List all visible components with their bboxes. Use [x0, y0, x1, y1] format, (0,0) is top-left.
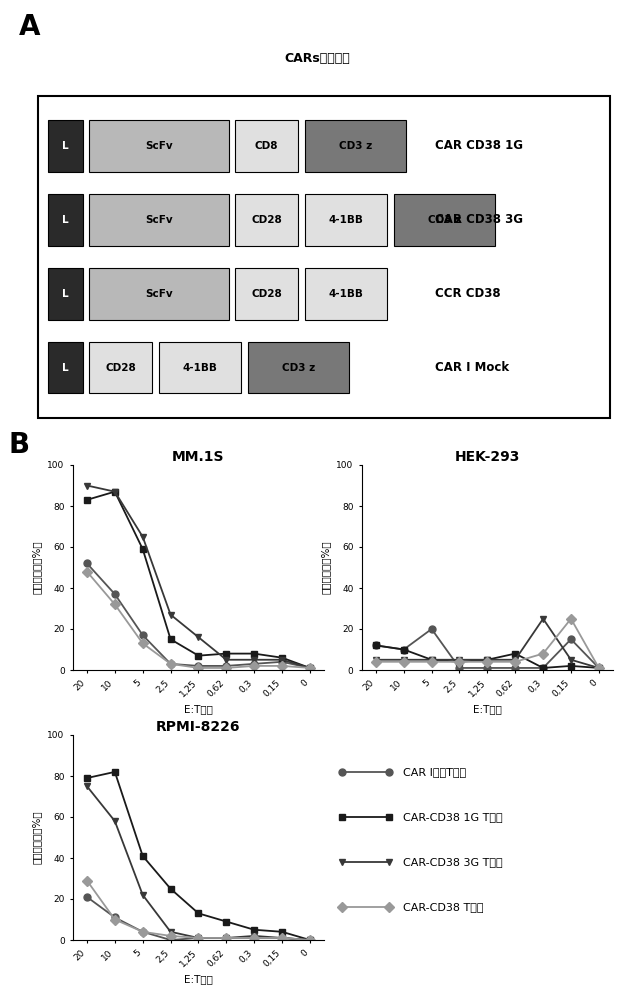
Title: MM.1S: MM.1S: [172, 450, 225, 464]
Text: CAR CD38 1G: CAR CD38 1G: [435, 139, 523, 152]
Text: CAR-CD38 1G T细胞: CAR-CD38 1G T细胞: [403, 812, 503, 822]
Text: CD28: CD28: [105, 363, 136, 373]
Y-axis label: 特异性裂解（%）: 特异性裂解（%）: [32, 811, 42, 864]
Text: CD3 z: CD3 z: [339, 141, 372, 151]
Bar: [248, 342, 349, 393]
Text: CAR CD38 3G: CAR CD38 3G: [435, 213, 523, 226]
X-axis label: E:T比例: E:T比例: [184, 704, 213, 714]
Text: ScFv: ScFv: [145, 141, 173, 151]
Text: CAR-CD38 3G T细胞: CAR-CD38 3G T细胞: [403, 857, 503, 867]
Text: ScFv: ScFv: [145, 215, 173, 225]
Bar: [394, 194, 495, 246]
Text: CD8: CD8: [255, 141, 279, 151]
Text: CD3 z: CD3 z: [428, 215, 461, 225]
Text: L: L: [62, 141, 69, 151]
Text: CD28: CD28: [251, 289, 282, 299]
Bar: [48, 120, 83, 172]
Text: 4-1BB: 4-1BB: [329, 215, 363, 225]
Bar: [48, 342, 83, 393]
Y-axis label: 特异性裂解（%）: 特异性裂解（%）: [321, 541, 331, 594]
Text: A: A: [19, 13, 41, 41]
Text: 4-1BB: 4-1BB: [183, 363, 217, 373]
Text: CAR-CD38 T细胞: CAR-CD38 T细胞: [403, 902, 484, 912]
Bar: [235, 194, 298, 246]
Bar: [305, 194, 387, 246]
Bar: [89, 194, 229, 246]
Text: B: B: [9, 431, 30, 459]
Text: CCR CD38: CCR CD38: [435, 287, 500, 300]
Bar: [235, 268, 298, 320]
Text: CD3 z: CD3 z: [282, 363, 315, 373]
Bar: [159, 342, 241, 393]
Text: CARs的示意图: CARs的示意图: [284, 52, 351, 65]
X-axis label: E:T比例: E:T比例: [184, 974, 213, 984]
Bar: [38, 96, 610, 418]
Text: CAR I模拟T细胞: CAR I模拟T细胞: [403, 767, 466, 777]
X-axis label: E:T比例: E:T比例: [473, 704, 502, 714]
Text: CD28: CD28: [251, 215, 282, 225]
Bar: [48, 268, 83, 320]
Bar: [305, 120, 406, 172]
Bar: [305, 268, 387, 320]
Y-axis label: 特异性裂解（%）: 特异性裂解（%）: [32, 541, 42, 594]
Title: RPMI-8226: RPMI-8226: [156, 720, 241, 734]
Text: ScFv: ScFv: [145, 289, 173, 299]
Title: HEK-293: HEK-293: [455, 450, 520, 464]
Bar: [89, 268, 229, 320]
Text: L: L: [62, 289, 69, 299]
Text: 4-1BB: 4-1BB: [329, 289, 363, 299]
Bar: [48, 194, 83, 246]
Bar: [89, 120, 229, 172]
Text: L: L: [62, 363, 69, 373]
Text: L: L: [62, 215, 69, 225]
Text: CAR I Mock: CAR I Mock: [435, 361, 509, 374]
Bar: [89, 342, 152, 393]
Bar: [235, 120, 298, 172]
